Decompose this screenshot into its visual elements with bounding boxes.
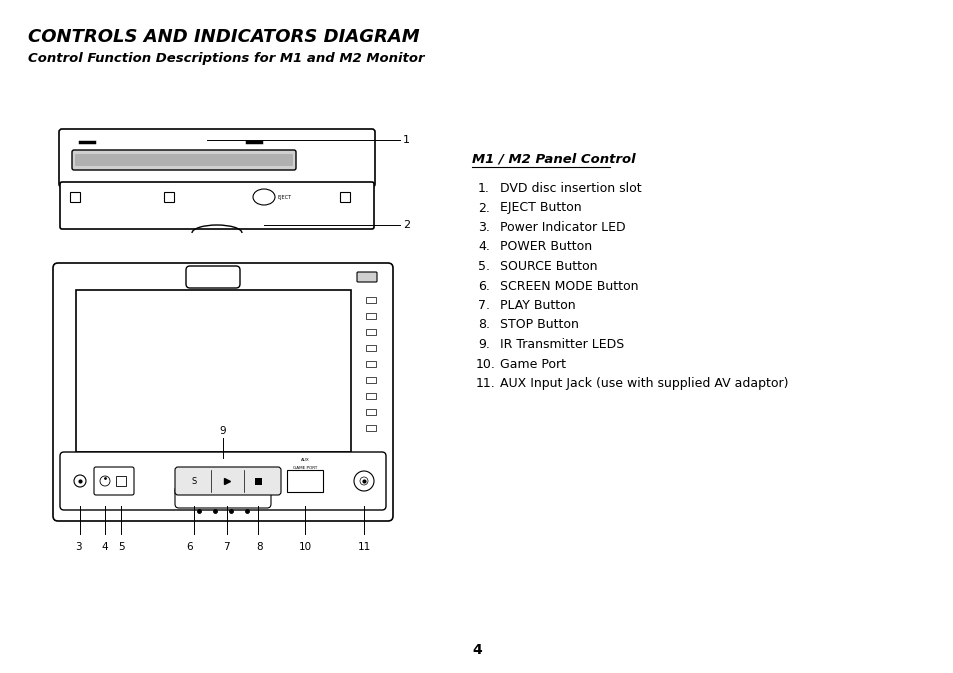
Text: Game Port: Game Port (499, 357, 565, 371)
Text: 2: 2 (402, 220, 410, 230)
Text: EJECT Button: EJECT Button (499, 201, 581, 215)
Bar (366, 297, 375, 303)
Bar (164, 192, 173, 202)
Text: 6.: 6. (477, 279, 489, 293)
FancyBboxPatch shape (75, 154, 293, 166)
Bar (70, 192, 80, 202)
FancyBboxPatch shape (186, 266, 240, 288)
Text: SOURCE Button: SOURCE Button (499, 260, 597, 273)
Text: EJECT: EJECT (277, 194, 292, 199)
Text: M1 / M2 Panel Control: M1 / M2 Panel Control (472, 152, 635, 165)
Text: SCREEN MODE Button: SCREEN MODE Button (499, 279, 638, 293)
Text: S: S (192, 476, 196, 485)
FancyBboxPatch shape (60, 452, 386, 510)
Bar (366, 329, 375, 335)
Text: IR Transmitter LEDS: IR Transmitter LEDS (499, 338, 623, 351)
FancyBboxPatch shape (71, 150, 295, 170)
Text: 4: 4 (472, 643, 481, 657)
Ellipse shape (100, 476, 110, 486)
Text: 2.: 2. (477, 201, 489, 215)
Text: 9.: 9. (477, 338, 489, 351)
Bar (366, 345, 375, 351)
FancyBboxPatch shape (53, 263, 393, 521)
Bar (366, 425, 375, 431)
Text: 8.: 8. (477, 318, 490, 332)
Text: 9: 9 (219, 426, 226, 436)
Ellipse shape (354, 471, 374, 491)
Text: PLAY Button: PLAY Button (499, 299, 575, 312)
Text: 7.: 7. (477, 299, 490, 312)
Ellipse shape (74, 475, 86, 487)
FancyBboxPatch shape (174, 486, 271, 508)
Text: GAME PORT: GAME PORT (293, 466, 316, 470)
Text: Control Function Descriptions for M1 and M2 Monitor: Control Function Descriptions for M1 and… (28, 52, 424, 65)
Text: 5.: 5. (477, 260, 490, 273)
Bar (366, 361, 375, 367)
FancyBboxPatch shape (94, 467, 133, 495)
Text: 7: 7 (222, 542, 229, 552)
Bar (366, 393, 375, 399)
Text: 5: 5 (118, 542, 125, 552)
Bar (76, 290, 351, 452)
Bar (366, 377, 375, 383)
Bar (366, 313, 375, 319)
FancyBboxPatch shape (356, 272, 376, 282)
FancyBboxPatch shape (59, 129, 375, 187)
Ellipse shape (253, 189, 274, 205)
Text: STOP Button: STOP Button (499, 318, 578, 332)
FancyBboxPatch shape (174, 467, 281, 495)
Text: POWER Button: POWER Button (499, 240, 592, 254)
Text: 3: 3 (74, 542, 81, 552)
Text: 11: 11 (357, 542, 370, 552)
Bar (366, 409, 375, 415)
Text: 3.: 3. (477, 221, 489, 234)
Text: AUX Input Jack (use with supplied AV adaptor): AUX Input Jack (use with supplied AV ada… (499, 377, 788, 390)
Text: 10: 10 (298, 542, 312, 552)
Bar (254, 478, 262, 485)
Bar (339, 192, 350, 202)
FancyBboxPatch shape (60, 182, 374, 229)
Text: 8: 8 (256, 542, 263, 552)
Text: 4.: 4. (477, 240, 489, 254)
Bar (287, 470, 323, 492)
Text: AUX: AUX (300, 458, 309, 462)
Text: 1.: 1. (477, 182, 489, 195)
Text: DVD disc insertion slot: DVD disc insertion slot (499, 182, 641, 195)
Ellipse shape (359, 477, 368, 485)
Text: 10.: 10. (476, 357, 496, 371)
Text: CONTROLS AND INDICATORS DIAGRAM: CONTROLS AND INDICATORS DIAGRAM (28, 28, 419, 46)
Text: Power Indicator LED: Power Indicator LED (499, 221, 625, 234)
Text: 1: 1 (402, 135, 410, 145)
Bar (116, 476, 126, 486)
Text: 6: 6 (187, 542, 193, 552)
Text: 4: 4 (102, 542, 109, 552)
Text: 11.: 11. (476, 377, 496, 390)
